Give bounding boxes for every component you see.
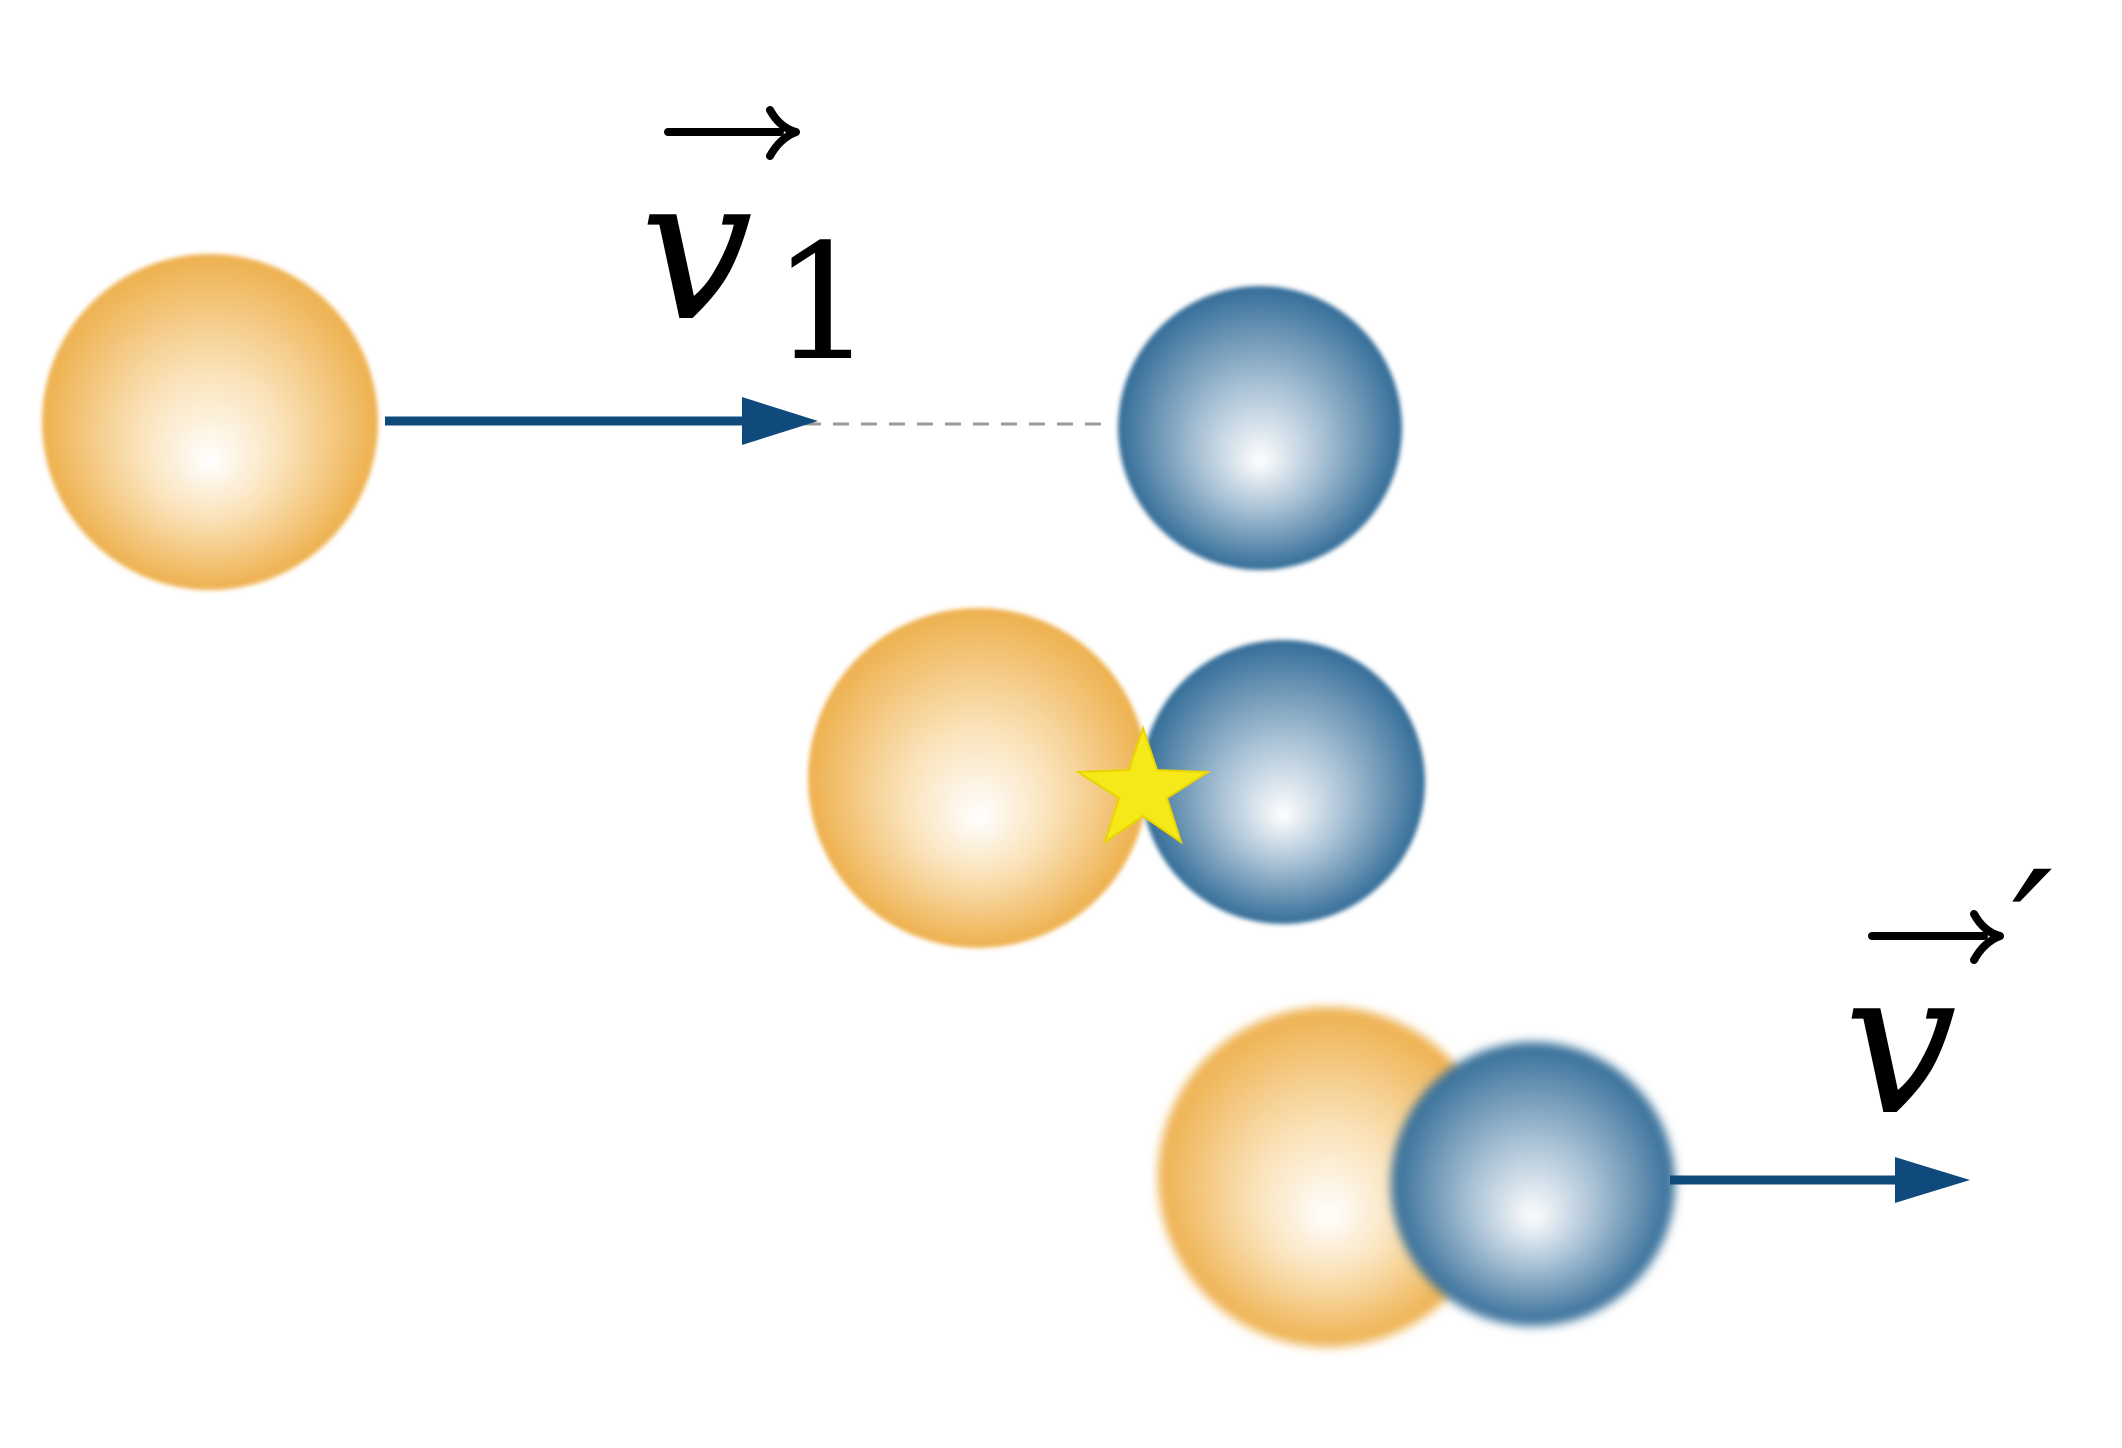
label-v-prime-mark: ′ bbox=[2012, 834, 2053, 1043]
velocity-arrow-v1 bbox=[385, 397, 818, 445]
label-v1-symbol: v bbox=[640, 133, 753, 366]
label-v1-subscript: 1 bbox=[772, 209, 874, 396]
label-v-prime: v ′ bbox=[1844, 834, 2053, 1160]
stage-collision bbox=[808, 608, 1425, 948]
orange-sphere bbox=[42, 254, 378, 590]
label-v1: v 1 bbox=[640, 106, 874, 396]
orange-sphere-combined bbox=[1158, 1007, 1498, 1347]
stage-after-collision: v ′ bbox=[1158, 834, 2053, 1347]
blue-sphere-combined bbox=[1391, 1042, 1675, 1326]
vector-arrow-accent bbox=[664, 106, 800, 160]
orange-sphere-colliding bbox=[808, 608, 1148, 948]
blue-sphere-colliding bbox=[1141, 640, 1425, 924]
stage-before-collision: v 1 bbox=[42, 106, 1402, 590]
velocity-arrow-v-prime bbox=[1670, 1157, 1970, 1203]
vector-arrow-accent-prime bbox=[1868, 910, 2004, 964]
label-v-prime-symbol: v bbox=[1844, 927, 1957, 1160]
blue-sphere bbox=[1118, 286, 1402, 570]
star-icon bbox=[1074, 724, 1212, 845]
